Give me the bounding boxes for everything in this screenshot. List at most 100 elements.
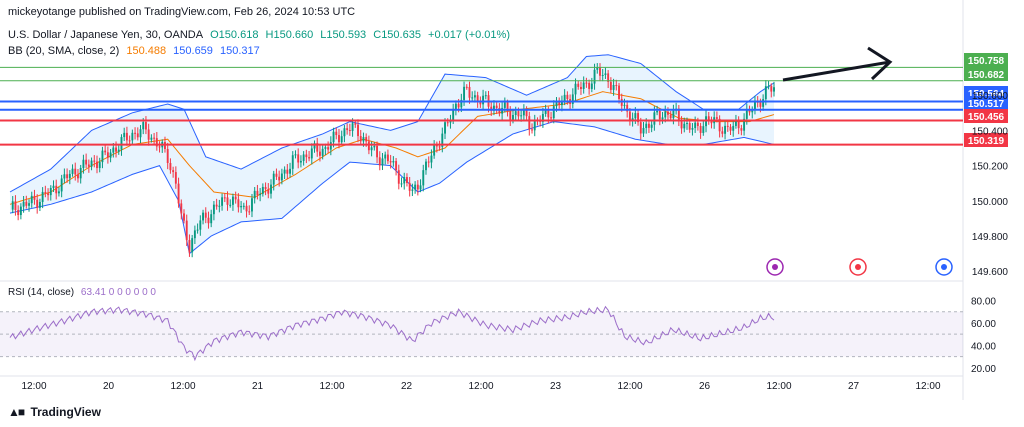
rsi-values: 63.41 0 0 0 0 0 0 <box>80 287 156 298</box>
candle-body <box>710 120 713 124</box>
candle-body <box>400 183 403 185</box>
candle-body <box>411 189 414 191</box>
candle-body <box>585 82 588 84</box>
lightning-icon <box>766 258 784 276</box>
candle-body <box>609 81 612 90</box>
candle-body <box>365 137 368 142</box>
candle-body <box>169 162 172 171</box>
candle-body <box>308 157 311 159</box>
rsi-tick-label: 80.00 <box>971 297 996 308</box>
candle-body <box>544 109 547 114</box>
candle-body <box>419 185 422 190</box>
candle-body <box>131 132 134 141</box>
candle-body <box>237 199 240 208</box>
candle-body <box>724 125 727 134</box>
candle-body <box>44 191 47 194</box>
candle-body <box>571 94 574 104</box>
candle-body <box>389 161 392 163</box>
candle-body <box>120 137 123 150</box>
candle-body <box>294 154 297 156</box>
time-tick-label: 12:00 <box>468 381 493 392</box>
candle-body <box>123 132 126 138</box>
bb-lower-value: 150.317 <box>219 45 260 57</box>
candle-body <box>370 147 373 151</box>
candle-body <box>457 103 460 108</box>
candle-body <box>128 140 131 142</box>
bb-legend[interactable]: BB (20, SMA, close, 2) 150.488 150.659 1… <box>8 45 264 57</box>
candle-body <box>332 131 335 143</box>
icon-dot <box>772 264 778 270</box>
price-label-tag <box>964 53 1008 67</box>
trend-arrow-head <box>867 46 893 81</box>
candle-body <box>599 67 601 76</box>
candle-body <box>552 106 555 119</box>
candle-body <box>522 110 525 116</box>
candle-body <box>558 101 561 106</box>
candle-body <box>261 186 264 194</box>
candle-body <box>147 129 150 140</box>
candle-body <box>726 125 729 127</box>
price-label-tag <box>964 67 1008 81</box>
tradingview-logo[interactable]: ▲■ TradingView <box>8 405 101 419</box>
candle-body <box>212 204 215 215</box>
candle-body <box>748 109 751 113</box>
icon-dot <box>855 264 861 270</box>
time-tick-label: 21 <box>252 381 264 392</box>
candle-body <box>541 113 544 122</box>
candle-body <box>275 173 278 177</box>
symbol-line: U.S. Dollar / Japanese Yen, 30, OANDA O1… <box>8 29 514 41</box>
candle-body <box>672 110 675 119</box>
candle-body <box>628 111 631 122</box>
candle-body <box>104 150 107 153</box>
candle-body <box>30 195 33 204</box>
candle-body <box>87 164 90 167</box>
candle-body <box>98 162 101 169</box>
candle-body <box>207 217 210 224</box>
candle-body <box>210 214 213 224</box>
candle-body <box>653 112 656 125</box>
candle-body <box>509 111 512 121</box>
candle-body <box>433 144 436 156</box>
candle-body <box>476 95 479 103</box>
candle-body <box>221 197 224 206</box>
candle-body <box>367 141 370 151</box>
candle-body <box>512 114 514 121</box>
candle-body <box>471 97 474 99</box>
candle-body <box>251 198 253 212</box>
tradingview-mark-icon: ▲■ <box>8 405 25 419</box>
symbol-name: U.S. Dollar / Japanese Yen, 30, OANDA <box>8 29 204 41</box>
rsi-legend[interactable]: RSI (14, close) 63.41 0 0 0 0 0 0 <box>8 287 160 298</box>
candle-body <box>202 212 204 221</box>
candle-body <box>427 161 430 163</box>
candle-body <box>38 201 41 208</box>
bb-upper-value: 150.659 <box>173 45 213 57</box>
candle-body <box>517 111 520 117</box>
candle-body <box>267 189 270 194</box>
candle-body <box>555 101 558 107</box>
candle-body <box>618 85 620 99</box>
candle-body <box>634 113 637 119</box>
price-tick-label: 150.400 <box>972 126 1009 137</box>
price-tick-label: 150.600 <box>972 91 1009 102</box>
candle-body <box>528 116 531 130</box>
candle-body <box>302 154 305 161</box>
candle-body <box>60 178 63 192</box>
bb-label: BB (20, SMA, close, 2) <box>8 45 120 57</box>
candle-body <box>82 159 85 168</box>
candle-body <box>560 101 563 106</box>
candle-body <box>615 84 618 86</box>
candle-body <box>688 123 691 130</box>
rsi-tick-label: 60.00 <box>971 319 996 330</box>
candle-body <box>134 132 137 134</box>
candle-body <box>280 173 283 181</box>
price-tick-label: 149.800 <box>972 232 1009 243</box>
candle-body <box>117 149 120 152</box>
candle-body <box>395 161 398 171</box>
candle-body <box>359 136 362 142</box>
candle-body <box>661 117 664 120</box>
candle-body <box>759 101 762 107</box>
candle-body <box>444 122 446 134</box>
candle-body <box>490 106 493 111</box>
candle-body <box>242 205 245 207</box>
